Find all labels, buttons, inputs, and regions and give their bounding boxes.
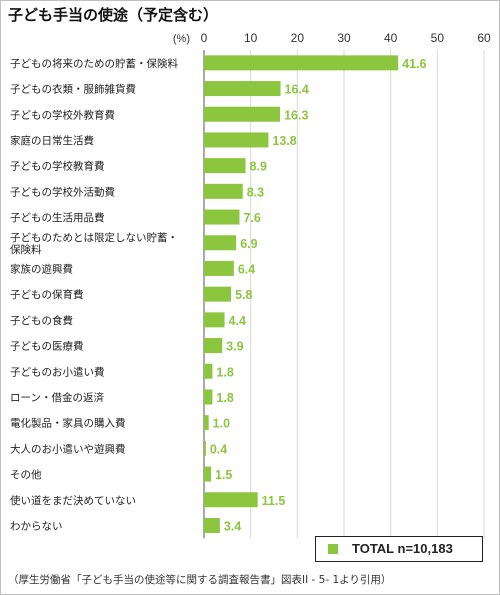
value-label: 4.4 [229,314,246,328]
category-label: ローン・借金の返済 [10,391,104,404]
bar [204,183,243,199]
bar [204,389,213,405]
category-label: 家族の遊興費 [10,262,73,275]
bar [204,209,240,225]
bar [204,312,225,328]
bar [204,466,211,482]
category-label: 子どもの医療費 [10,340,84,353]
x-tick-label: 10 [244,31,258,45]
category-label: 子どもの衣類・服飾雑貨費 [10,83,136,96]
value-label: 6.4 [238,262,255,276]
value-label: 1.0 [213,417,230,431]
bar [204,81,281,97]
legend-label: TOTAL n=10,183 [352,541,453,556]
bar [204,363,213,379]
category-label: 子どもの保育費 [10,288,84,301]
value-label: 3.9 [226,340,243,354]
value-label: 3.4 [224,519,241,533]
bar [204,492,258,508]
bar [204,440,206,456]
category-label: 使い道をまだ決めていない [10,494,136,507]
category-label: 子どもの学校外活動費 [10,185,115,198]
category-label: 電化製品・家具の購入費 [10,417,126,430]
unit-label: (%) [173,33,190,45]
category-label: 子どもの学校外教育費 [10,108,115,121]
x-tick-label: 20 [291,31,305,45]
value-label: 16.4 [285,83,309,97]
bar [204,55,399,71]
chart-title: 子ども手当の使途（予定含む） [8,6,219,24]
value-label: 16.3 [284,108,308,122]
category-label: 子どもの生活用品費 [10,211,105,224]
x-tick-label: 40 [384,31,398,45]
legend: TOTAL n=10,183 [315,536,483,562]
value-label: 5.8 [235,288,252,302]
value-label: 13.8 [272,134,296,148]
category-label: 大人のお小遣いや遊興費 [10,442,126,455]
category-label: 子どもの学校教育費 [10,160,105,173]
category-label: その他 [10,468,42,481]
category-label: 子どものためとは限定しない貯蓄・ [10,231,178,244]
value-label: 6.9 [240,237,257,251]
category-label: 子どものお小遣い費 [10,365,105,378]
legend-swatch [328,544,338,554]
value-label: 8.9 [250,160,267,174]
value-label: 11.5 [262,494,286,508]
value-label: 7.6 [243,211,260,225]
value-label: 1.8 [216,391,233,405]
source-note: （厚生労働省「子ども手当の使途等に関する調査報告書」図表II - 5- 1より引… [8,574,392,586]
x-tick-label: 0 [201,31,208,45]
bar [204,260,234,276]
x-tick-label: 30 [337,31,351,45]
bar [204,235,237,251]
x-tick-label: 50 [431,31,445,45]
category-label: 子どもの将来のための貯蓄・保険料 [10,57,178,70]
bar [204,106,281,122]
category-label: わからない [10,520,63,532]
value-label: 1.5 [215,468,232,482]
bar [204,338,223,354]
bar [204,158,246,174]
bar [204,415,209,431]
x-tick-label: 60 [477,31,491,45]
category-label: 子どもの食費 [10,314,73,327]
category-label: 家庭の日常生活費 [10,134,94,147]
bar [204,286,232,302]
value-label: 8.3 [247,185,264,199]
bar [204,132,269,148]
value-label: 41.6 [402,57,426,71]
bar [204,517,220,533]
value-label: 1.8 [216,365,233,379]
value-label: 0.4 [210,442,227,456]
category-label: 保険料 [10,243,42,256]
